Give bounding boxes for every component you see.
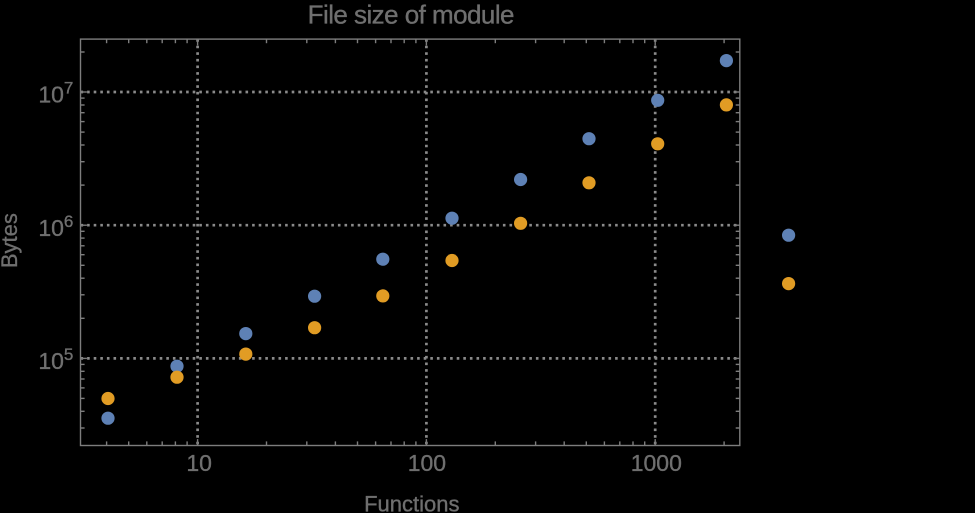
svg-text:105: 105 bbox=[38, 345, 73, 374]
svg-text:107: 107 bbox=[38, 79, 73, 108]
svg-text:10: 10 bbox=[186, 450, 212, 476]
svg-text:Bytes: Bytes bbox=[0, 213, 22, 268]
svg-text:File size of module: File size of module bbox=[308, 0, 514, 30]
svg-text:1000: 1000 bbox=[631, 450, 682, 476]
svg-text:Functions: Functions bbox=[364, 491, 459, 513]
svg-text:100: 100 bbox=[408, 450, 446, 476]
svg-text:106: 106 bbox=[38, 212, 73, 241]
